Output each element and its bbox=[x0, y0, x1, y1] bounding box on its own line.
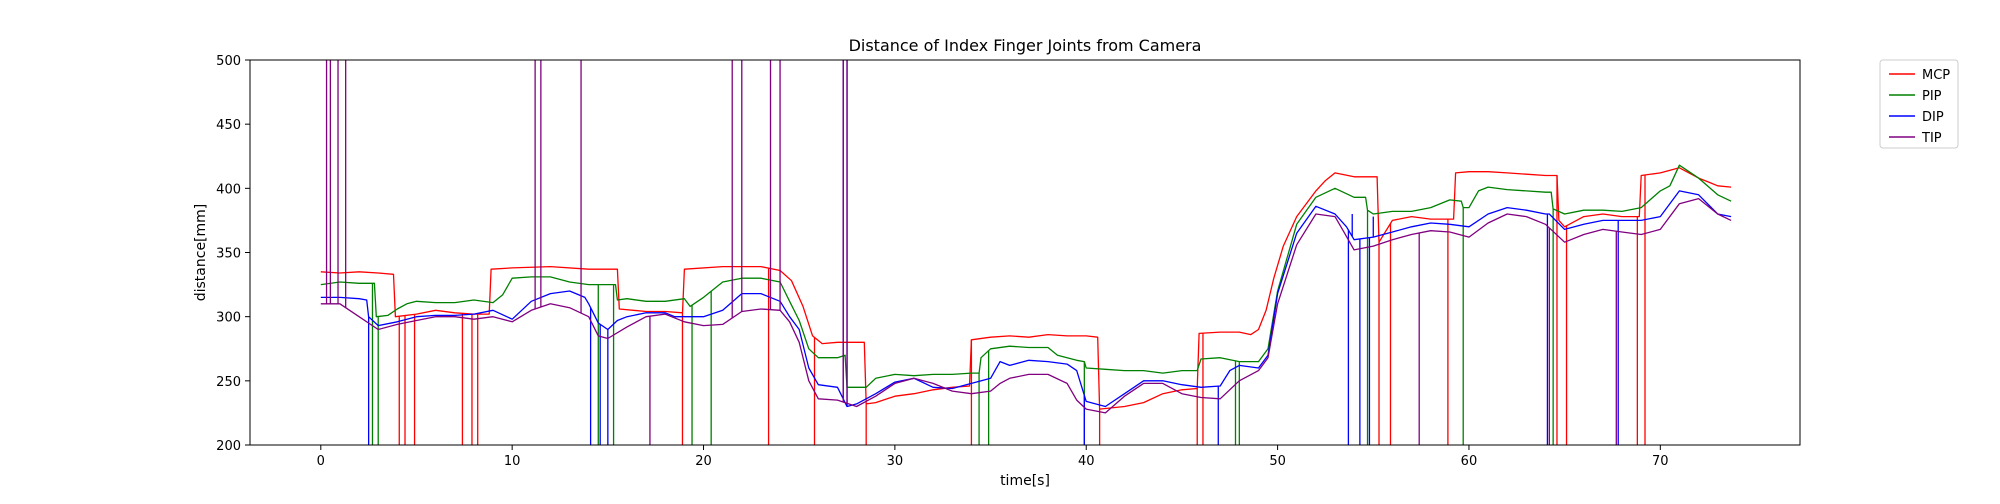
x-tick-label: 20 bbox=[695, 454, 712, 469]
x-tick-label: 40 bbox=[1078, 454, 1095, 469]
series-line-dip bbox=[320, 190, 1732, 408]
y-tick-label: 250 bbox=[216, 375, 241, 390]
y-tick-label: 500 bbox=[216, 54, 241, 69]
x-tick-label: 0 bbox=[317, 454, 325, 469]
x-tick-label: 60 bbox=[1461, 454, 1478, 469]
plot-frame bbox=[249, 59, 1801, 446]
x-tick-label: 10 bbox=[504, 454, 521, 469]
y-axis-label: distance[mm] bbox=[193, 204, 209, 302]
series-line-mcp bbox=[320, 167, 1732, 410]
x-tick-label: 30 bbox=[887, 454, 904, 469]
x-tick-label: 50 bbox=[1269, 454, 1286, 469]
y-axis: 200 250 300 350 400 450 500 bbox=[216, 54, 250, 454]
series-layer bbox=[320, 60, 1732, 445]
legend-label-pip: PIP bbox=[1922, 89, 1942, 104]
x-axis-label: time[s] bbox=[1000, 473, 1050, 489]
y-tick-label: 450 bbox=[216, 118, 241, 133]
legend-box bbox=[1879, 59, 1959, 149]
x-axis: 0 10 20 30 40 50 60 70 bbox=[317, 445, 1669, 469]
legend-label-mcp: MCP bbox=[1922, 68, 1950, 83]
series-line-pip bbox=[320, 164, 1732, 388]
y-tick-label: 400 bbox=[216, 182, 241, 197]
legend-label-tip: TIP bbox=[1921, 131, 1942, 146]
legend: MCP PIP DIP TIP bbox=[1879, 59, 1959, 149]
legend-label-dip: DIP bbox=[1922, 110, 1944, 125]
series-line-tip bbox=[320, 197, 1732, 414]
x-tick-label: 70 bbox=[1652, 454, 1669, 469]
y-tick-label: 300 bbox=[216, 311, 241, 326]
y-tick-label: 350 bbox=[216, 247, 241, 262]
chart-title: Distance of Index Finger Joints from Cam… bbox=[849, 36, 1202, 55]
y-tick-label: 200 bbox=[216, 439, 241, 454]
